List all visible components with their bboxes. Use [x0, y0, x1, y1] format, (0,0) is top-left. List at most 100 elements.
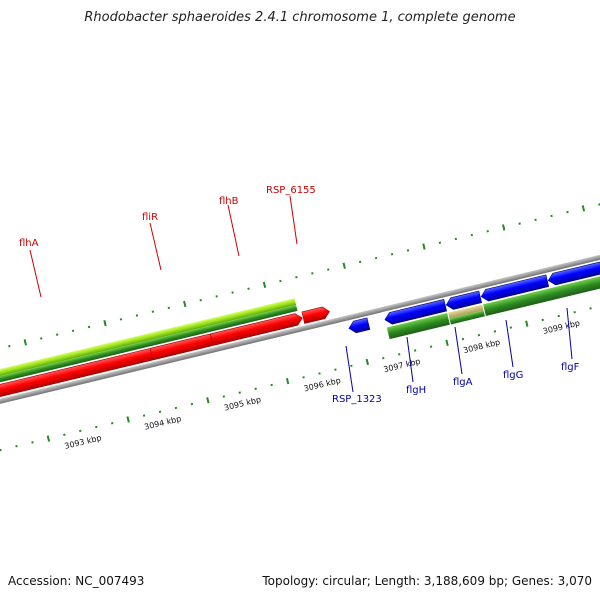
gene-label-flgH[interactable]: flgH	[406, 385, 426, 396]
lower-tick	[63, 433, 66, 436]
lower-tick	[398, 353, 401, 356]
upper-tick	[55, 333, 59, 336]
gene-label-flgG[interactable]: flgG	[503, 370, 523, 381]
leader-flhB	[227, 204, 240, 257]
lower-tick	[350, 364, 353, 368]
forward-cds-green-track	[0, 305, 298, 394]
gene-arrow-flgG[interactable]	[480, 274, 550, 303]
lower-tick-track	[0, 307, 592, 452]
upper-tick	[135, 314, 139, 317]
kbp-label-3095: 3095 kbp	[223, 395, 262, 413]
upper-tick	[486, 230, 489, 233]
lower-tick	[190, 402, 194, 406]
upper-tick	[502, 224, 506, 231]
upper-tick	[518, 222, 521, 225]
kbp-label-3093: 3093 kbp	[64, 433, 103, 451]
gene-label-fliR[interactable]: fliR	[142, 212, 158, 223]
lower-tick	[254, 387, 257, 390]
gene-arrow-flhB[interactable]	[210, 312, 303, 346]
reverse-cds-green-track-3	[483, 261, 600, 317]
lower-tick	[302, 376, 305, 379]
upper-tick	[550, 214, 553, 218]
lower-tick	[334, 368, 337, 371]
gene-label-flhB[interactable]: flhB	[219, 196, 239, 207]
reverse-gene-labels: RSP_1323 flgH flgA flgG flgF	[332, 307, 580, 405]
map-title: Rhodobacter sphaeroides 2.4.1 chromosome…	[84, 10, 516, 25]
genome-summary-text: Topology: circular; Length: 3,188,609 bp…	[262, 574, 592, 588]
upper-tick	[311, 272, 314, 275]
upper-tick	[183, 300, 187, 308]
lower-tick	[382, 356, 385, 360]
leader-fliR	[149, 222, 162, 271]
gene-arrow-flgA[interactable]	[445, 290, 483, 311]
upper-tick	[40, 337, 43, 340]
forward-cds-lime-track	[0, 298, 297, 388]
gene-label-RSP_6155[interactable]: RSP_6155	[266, 185, 316, 196]
gene-label-flgF[interactable]: flgF	[561, 362, 580, 373]
lower-tick	[126, 416, 130, 423]
upper-tick	[581, 205, 586, 212]
lower-tick	[222, 395, 226, 398]
lower-tick	[365, 358, 370, 366]
upper-tick	[438, 241, 442, 244]
upper-tick	[87, 325, 91, 329]
lower-tick	[461, 337, 465, 341]
lower-tick	[206, 397, 210, 404]
upper-tick	[454, 237, 458, 241]
gene-arrow-RSP_6155[interactable]	[301, 306, 331, 324]
accession-text: Accession: NC_007493	[8, 574, 145, 588]
lower-tick	[95, 425, 98, 429]
reverse-cds-green-track-1	[386, 313, 450, 340]
upper-tick	[199, 298, 202, 302]
upper-tick	[119, 318, 123, 321]
upper-tick-track	[8, 203, 600, 348]
lower-tick	[0, 448, 2, 452]
lower-tick	[110, 422, 114, 425]
lower-tick	[270, 383, 273, 387]
upper-tick	[71, 329, 75, 333]
leader-RSP_1323	[345, 345, 354, 393]
lower-tick	[589, 307, 592, 310]
kbp-label-3098: 3098 kbp	[462, 338, 501, 356]
upper-tick	[279, 279, 282, 283]
gene-label-flhA[interactable]: flhA	[19, 238, 39, 249]
lower-tick	[46, 435, 51, 442]
gene-arrow-flgH[interactable]	[384, 299, 447, 325]
upper-tick	[103, 320, 107, 327]
upper-tick	[406, 249, 410, 252]
lower-tick	[31, 441, 34, 444]
upper-tick	[470, 233, 474, 237]
forward-gene-labels: flhA fliR flhB RSP_6155	[19, 185, 316, 298]
kbp-label-3097: 3097 kbp	[383, 357, 422, 375]
upper-tick	[342, 262, 346, 269]
kbp-label-3094: 3094 kbp	[143, 414, 182, 432]
lower-tick	[79, 429, 82, 433]
leader-flgA	[454, 326, 463, 375]
upper-tick	[534, 218, 537, 221]
upper-tick	[390, 253, 394, 256]
kbp-label-3099: 3099 kbp	[542, 318, 581, 336]
gene-label-RSP_1323[interactable]: RSP_1323	[332, 394, 382, 405]
leader-flgH	[406, 336, 414, 383]
lower-tick	[477, 333, 481, 337]
gene-arrow-flgF[interactable]	[547, 260, 600, 286]
lower-tick	[429, 345, 433, 348]
upper-tick	[247, 287, 250, 290]
upper-tick	[8, 344, 11, 348]
upper-tick	[295, 276, 298, 279]
upper-tick	[327, 268, 330, 271]
upper-tick	[262, 281, 267, 289]
leader-flhA	[29, 249, 42, 298]
lower-tick	[525, 320, 529, 327]
upper-tick	[167, 306, 171, 310]
lower-tick	[174, 406, 178, 410]
lower-tick	[557, 314, 560, 318]
gene-arrow-RSP_1323[interactable]	[348, 317, 371, 334]
leader-RSP_6155	[289, 195, 298, 245]
lower-tick	[318, 372, 321, 375]
leader-flgG	[505, 319, 514, 368]
gene-label-flgA[interactable]: flgA	[453, 377, 473, 388]
lower-tick	[509, 326, 513, 329]
chromosome-backbone	[0, 241, 600, 415]
